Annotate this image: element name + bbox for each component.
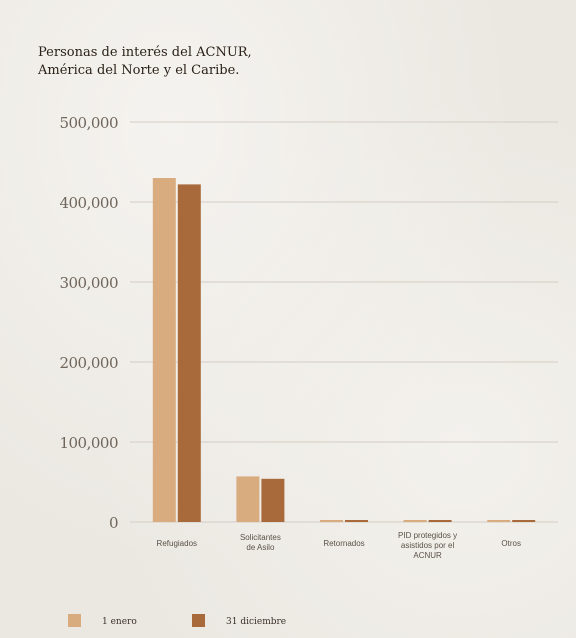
legend-label: 31 diciembre (226, 617, 286, 627)
legend-label: 1 enero (102, 617, 137, 627)
bar (177, 184, 201, 522)
bar (512, 520, 536, 522)
y-tick-label: 400,000 (59, 194, 118, 212)
bar (320, 520, 343, 522)
chart-title: Personas de interés del ACNUR, América d… (38, 44, 252, 80)
y-tick-label: 500,000 (59, 114, 118, 132)
x-tick-label: Retornados (323, 539, 364, 548)
bar (345, 520, 368, 522)
x-tick-label: Refugiados (157, 539, 197, 548)
x-axis: Refugiados Solicitantes de Asilo Retornados… (157, 531, 521, 560)
y-tick-label: 200,000 (59, 354, 118, 372)
bar (261, 478, 285, 522)
bar (403, 520, 427, 522)
x-tick-label: Otros (501, 539, 521, 548)
bar (487, 520, 511, 522)
chart-title-line-2: América del Norte y el Caribe. (38, 63, 240, 78)
y-tick-label: 300,000 (59, 274, 118, 292)
bar (428, 520, 452, 522)
legend-swatch (68, 614, 81, 627)
legend-swatch (192, 614, 205, 627)
grid-lines (130, 121, 558, 523)
bar (152, 178, 176, 522)
y-axis: 0 100,000 200,000 300,000 400,000 500,000 (59, 114, 118, 532)
chart-title-line-1: Personas de interés del ACNUR, (38, 45, 252, 60)
x-tick-label: Solicitantes de Asilo (240, 533, 281, 552)
y-tick-label: 0 (109, 514, 118, 532)
legend: 1 enero 31 diciembre (68, 614, 286, 627)
bars (152, 178, 536, 522)
y-tick-label: 100,000 (59, 434, 118, 452)
bar (236, 476, 260, 522)
x-tick-label: PID protegidos y asistidos por el ACNUR (398, 531, 457, 560)
